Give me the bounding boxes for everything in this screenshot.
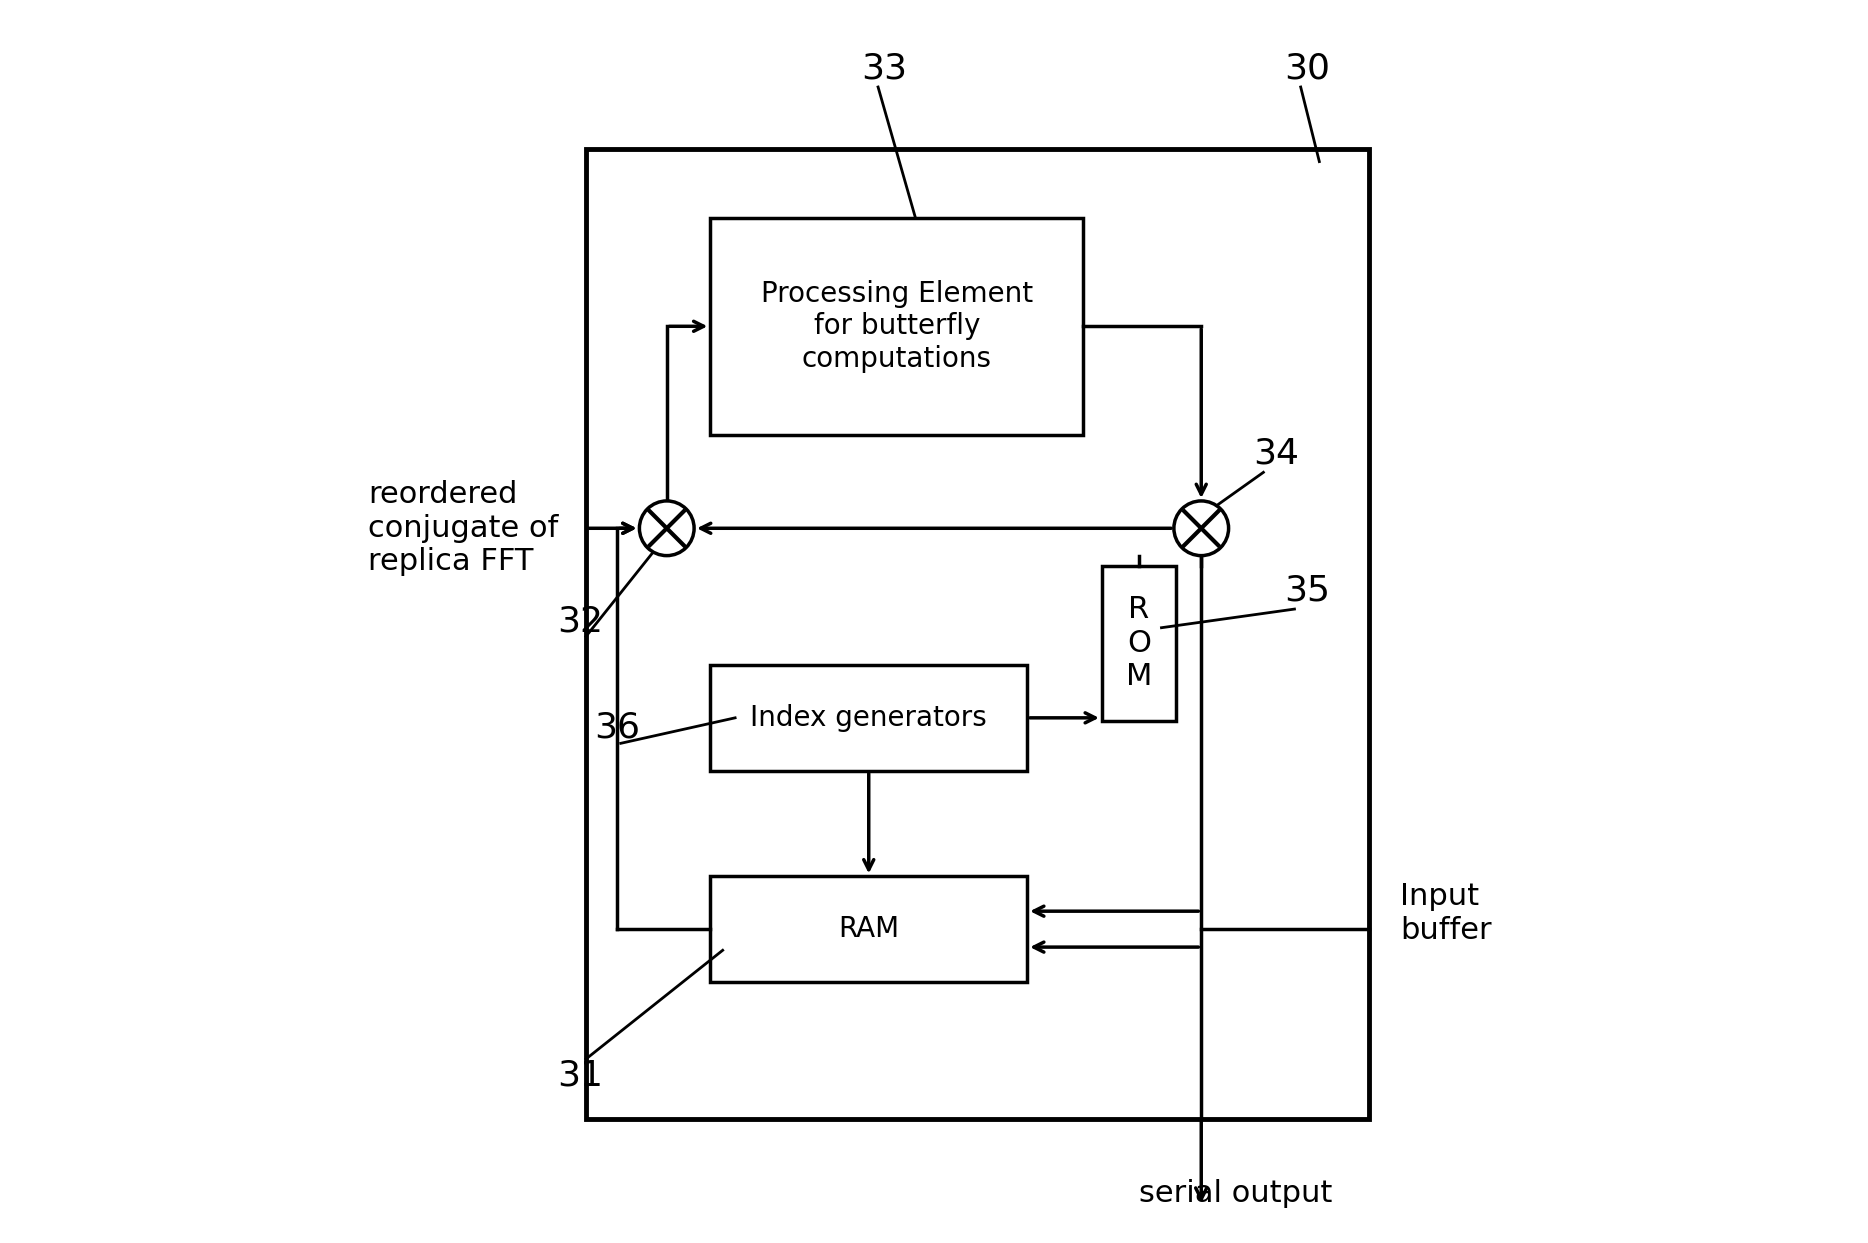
Text: 31: 31 — [557, 1058, 603, 1093]
Text: 33: 33 — [861, 51, 908, 86]
Text: 36: 36 — [594, 710, 641, 745]
Circle shape — [1173, 501, 1229, 556]
Text: serial output: serial output — [1139, 1178, 1332, 1208]
Text: Processing Element
for butterfly
computations: Processing Element for butterfly computa… — [760, 280, 1033, 373]
Text: R
O
M: R O M — [1126, 595, 1153, 691]
Text: RAM: RAM — [839, 915, 899, 943]
Bar — [710, 218, 1083, 435]
Text: Index generators: Index generators — [751, 704, 986, 732]
Text: reordered
conjugate of
replica FFT: reordered conjugate of replica FFT — [368, 480, 559, 577]
Text: 34: 34 — [1253, 436, 1298, 471]
Text: 35: 35 — [1283, 573, 1330, 608]
Bar — [710, 876, 1027, 982]
Circle shape — [639, 501, 695, 556]
Bar — [710, 665, 1027, 771]
Bar — [587, 149, 1369, 1119]
Bar — [1102, 566, 1177, 721]
Text: 30: 30 — [1283, 51, 1330, 86]
Text: Input
buffer: Input buffer — [1401, 883, 1493, 945]
Text: 32: 32 — [557, 604, 603, 639]
